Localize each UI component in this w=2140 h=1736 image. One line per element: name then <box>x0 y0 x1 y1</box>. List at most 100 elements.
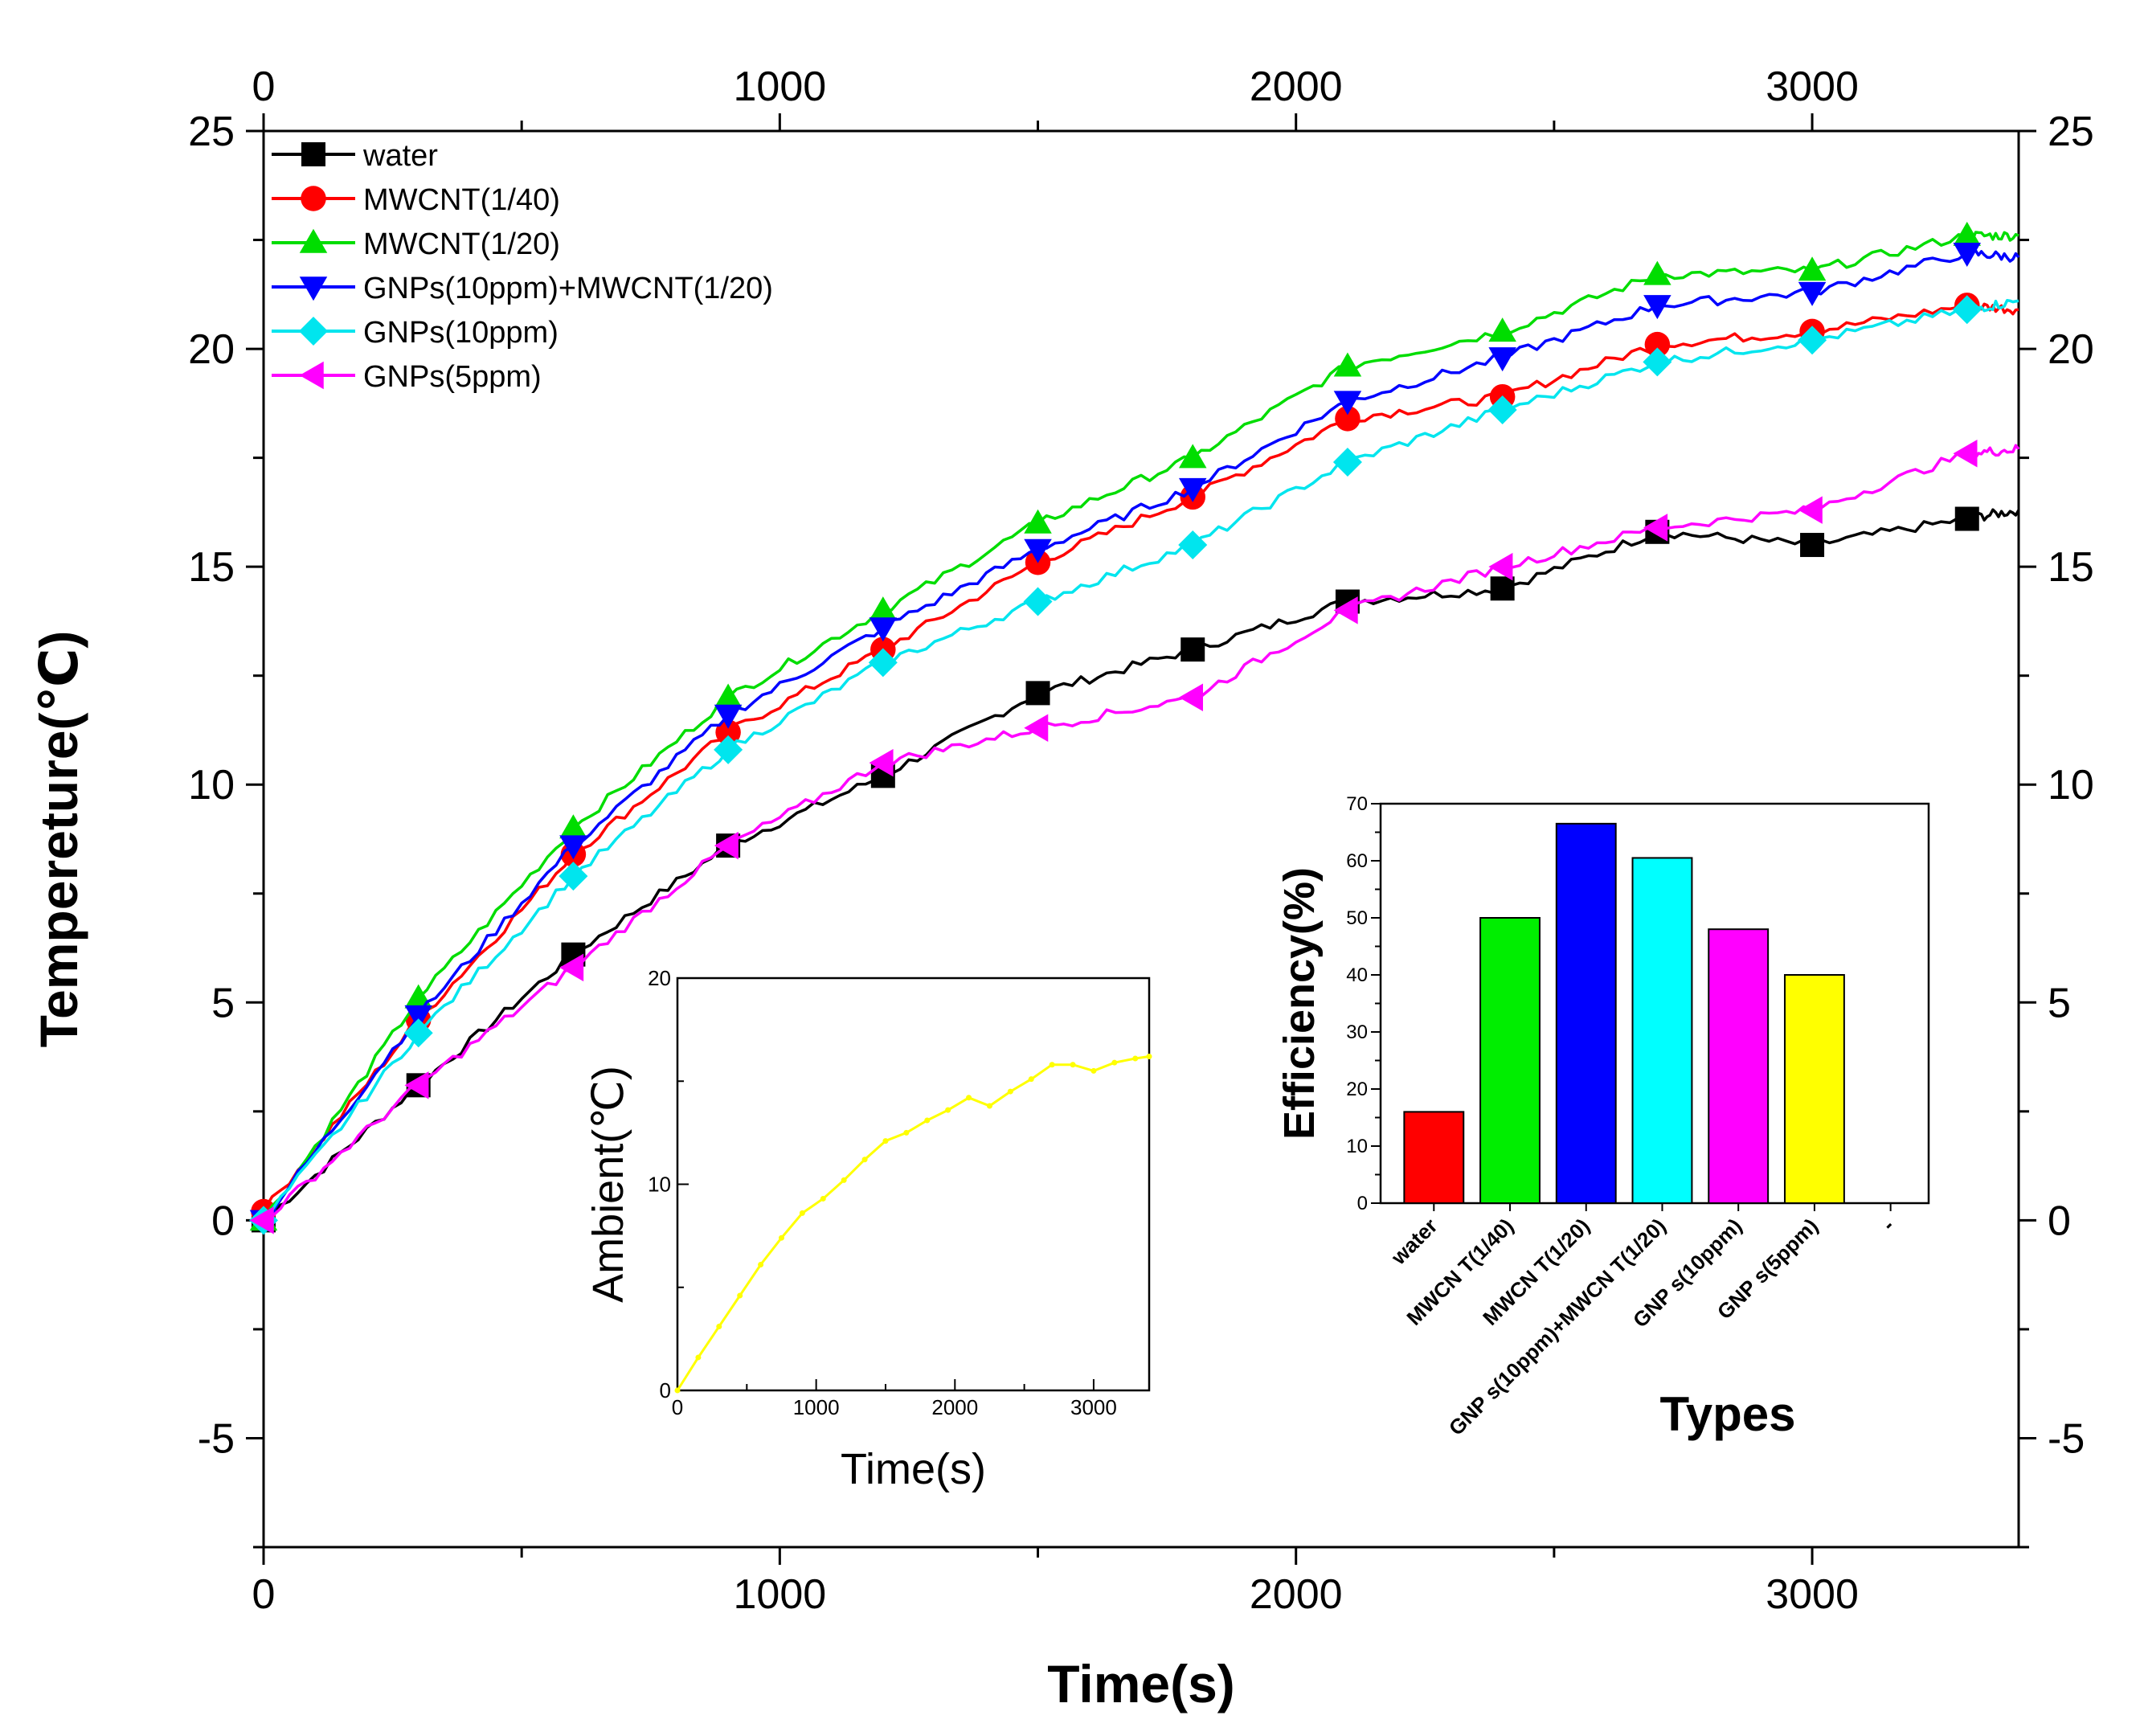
data-point <box>1488 317 1516 342</box>
efficiency-y-tick-label: 0 <box>1357 1193 1368 1214</box>
data-point <box>1178 683 1203 712</box>
x-tick-label-top: 3000 <box>1766 63 1859 110</box>
data-point <box>1798 281 1827 306</box>
y-tick-label-right: 20 <box>2048 326 2094 373</box>
data-point <box>1644 331 1671 358</box>
x-axis-title: Time(s) <box>1047 1654 1235 1713</box>
legend-marker <box>299 276 328 301</box>
data-point <box>1953 243 1982 268</box>
ambient-point <box>674 1387 681 1394</box>
ambient-point <box>799 1210 805 1216</box>
legend: water MWCNT(1/40) MWCNT(1/20) GNPs(10ppm)+M… <box>272 139 773 394</box>
data-point <box>1332 448 1362 477</box>
y-tick-label-right: 0 <box>2048 1198 2071 1244</box>
ambient-point <box>695 1354 702 1361</box>
data-point <box>868 648 898 678</box>
efficiency-bar <box>1403 1111 1465 1205</box>
data-point <box>1643 514 1668 542</box>
ambient-point <box>1007 1088 1013 1095</box>
data-point <box>559 953 584 982</box>
y-tick-label-right: 25 <box>2048 108 2094 155</box>
efficiency-category-label: - <box>1877 1214 1899 1235</box>
x-tick-label-bottom: 0 <box>252 1571 276 1618</box>
ambient-point <box>841 1177 847 1183</box>
legend-marker <box>301 142 325 166</box>
ambient-point <box>1132 1055 1139 1062</box>
y-tick-label-right: 10 <box>2048 762 2094 809</box>
y-tick-label-left: -5 <box>198 1415 235 1462</box>
x-tick-label-bottom: 1000 <box>734 1571 827 1618</box>
data-point <box>1643 295 1671 320</box>
efficiency-y-tick-label: 40 <box>1346 964 1368 986</box>
data-point <box>1953 221 1982 246</box>
legend-label: GNPs(10ppm) <box>363 316 559 350</box>
efficiency-category-label: water <box>1386 1214 1442 1270</box>
main-plot-frame <box>262 129 2020 1549</box>
data-point <box>715 719 741 745</box>
data-point <box>1643 347 1672 377</box>
y-tick-label-left: 20 <box>188 326 235 373</box>
efficiency-bar <box>1479 917 1541 1204</box>
data-point <box>714 683 743 708</box>
y-tick-label-right: -5 <box>2048 1415 2085 1462</box>
data-point <box>1953 439 1978 468</box>
data-point <box>1025 681 1050 706</box>
ambient-y-tick-label: 10 <box>648 1173 671 1197</box>
efficiency-y-tick-label: 10 <box>1346 1136 1368 1157</box>
legend-label: MWCNT(1/40) <box>363 183 560 217</box>
x-tick-label-top: 2000 <box>1250 63 1343 110</box>
ambient-point <box>1146 1053 1152 1059</box>
data-point <box>714 831 739 860</box>
data-point <box>1490 576 1515 601</box>
legend-label: water <box>362 139 438 173</box>
data-point <box>714 735 743 764</box>
data-point <box>1954 506 1979 531</box>
data-point <box>1023 587 1053 616</box>
ambient-point <box>903 1129 910 1136</box>
legend-marker <box>301 186 326 211</box>
ambient-point <box>716 1323 722 1329</box>
data-point <box>1333 352 1362 377</box>
ambient-x-tick-label: 0 <box>672 1395 683 1419</box>
legend-label: MWCNT(1/20) <box>363 227 560 261</box>
data-point <box>1333 596 1358 624</box>
y-tick-label-left: 15 <box>188 544 235 591</box>
efficiency-bar <box>1708 928 1770 1204</box>
ambient-y-tick-label: 20 <box>648 966 671 990</box>
x-tick-label-bottom: 2000 <box>1250 1571 1343 1618</box>
data-point <box>1488 552 1513 581</box>
ambient-point <box>737 1292 743 1299</box>
data-point <box>869 617 898 642</box>
ambient-point <box>778 1234 784 1241</box>
ambient-point <box>1028 1076 1034 1083</box>
efficiency-y-tick-label: 50 <box>1346 907 1368 929</box>
ambient-x-axis-title: Time(s) <box>841 1445 986 1493</box>
ambient-point <box>986 1103 992 1109</box>
efficiency-y-axis-title: Efficiency(%) <box>1275 867 1324 1140</box>
ambient-point <box>758 1262 764 1268</box>
data-point <box>869 596 898 621</box>
efficiency-y-tick-label: 70 <box>1346 793 1368 815</box>
ambient-inset-plot: 0 1000 2000 3000 0 10 20 Time(s) Ambient(℃) <box>584 966 1152 1493</box>
data-point <box>1024 509 1052 534</box>
data-point <box>1178 477 1207 502</box>
data-point <box>869 748 894 777</box>
ambient-point <box>924 1117 931 1124</box>
efficiency-y-tick-label: 20 <box>1346 1079 1368 1100</box>
ambient-point <box>861 1157 868 1163</box>
ambient-y-tick-label: 0 <box>660 1378 671 1402</box>
ambient-point <box>1070 1062 1076 1068</box>
y-tick-label-left: 10 <box>188 762 235 809</box>
legend-marker <box>299 317 328 346</box>
data-point <box>1178 530 1208 560</box>
data-point <box>1800 533 1825 558</box>
efficiency-x-axis-title: Types <box>1660 1387 1796 1441</box>
data-point <box>1487 395 1517 424</box>
legend-marker <box>299 228 328 253</box>
data-point <box>1178 444 1207 469</box>
efficiency-y-tick-label: 60 <box>1346 850 1368 872</box>
ambient-x-tick-label: 2000 <box>931 1395 978 1419</box>
data-point <box>1798 496 1823 524</box>
y-tick-label-left: 25 <box>188 108 235 155</box>
